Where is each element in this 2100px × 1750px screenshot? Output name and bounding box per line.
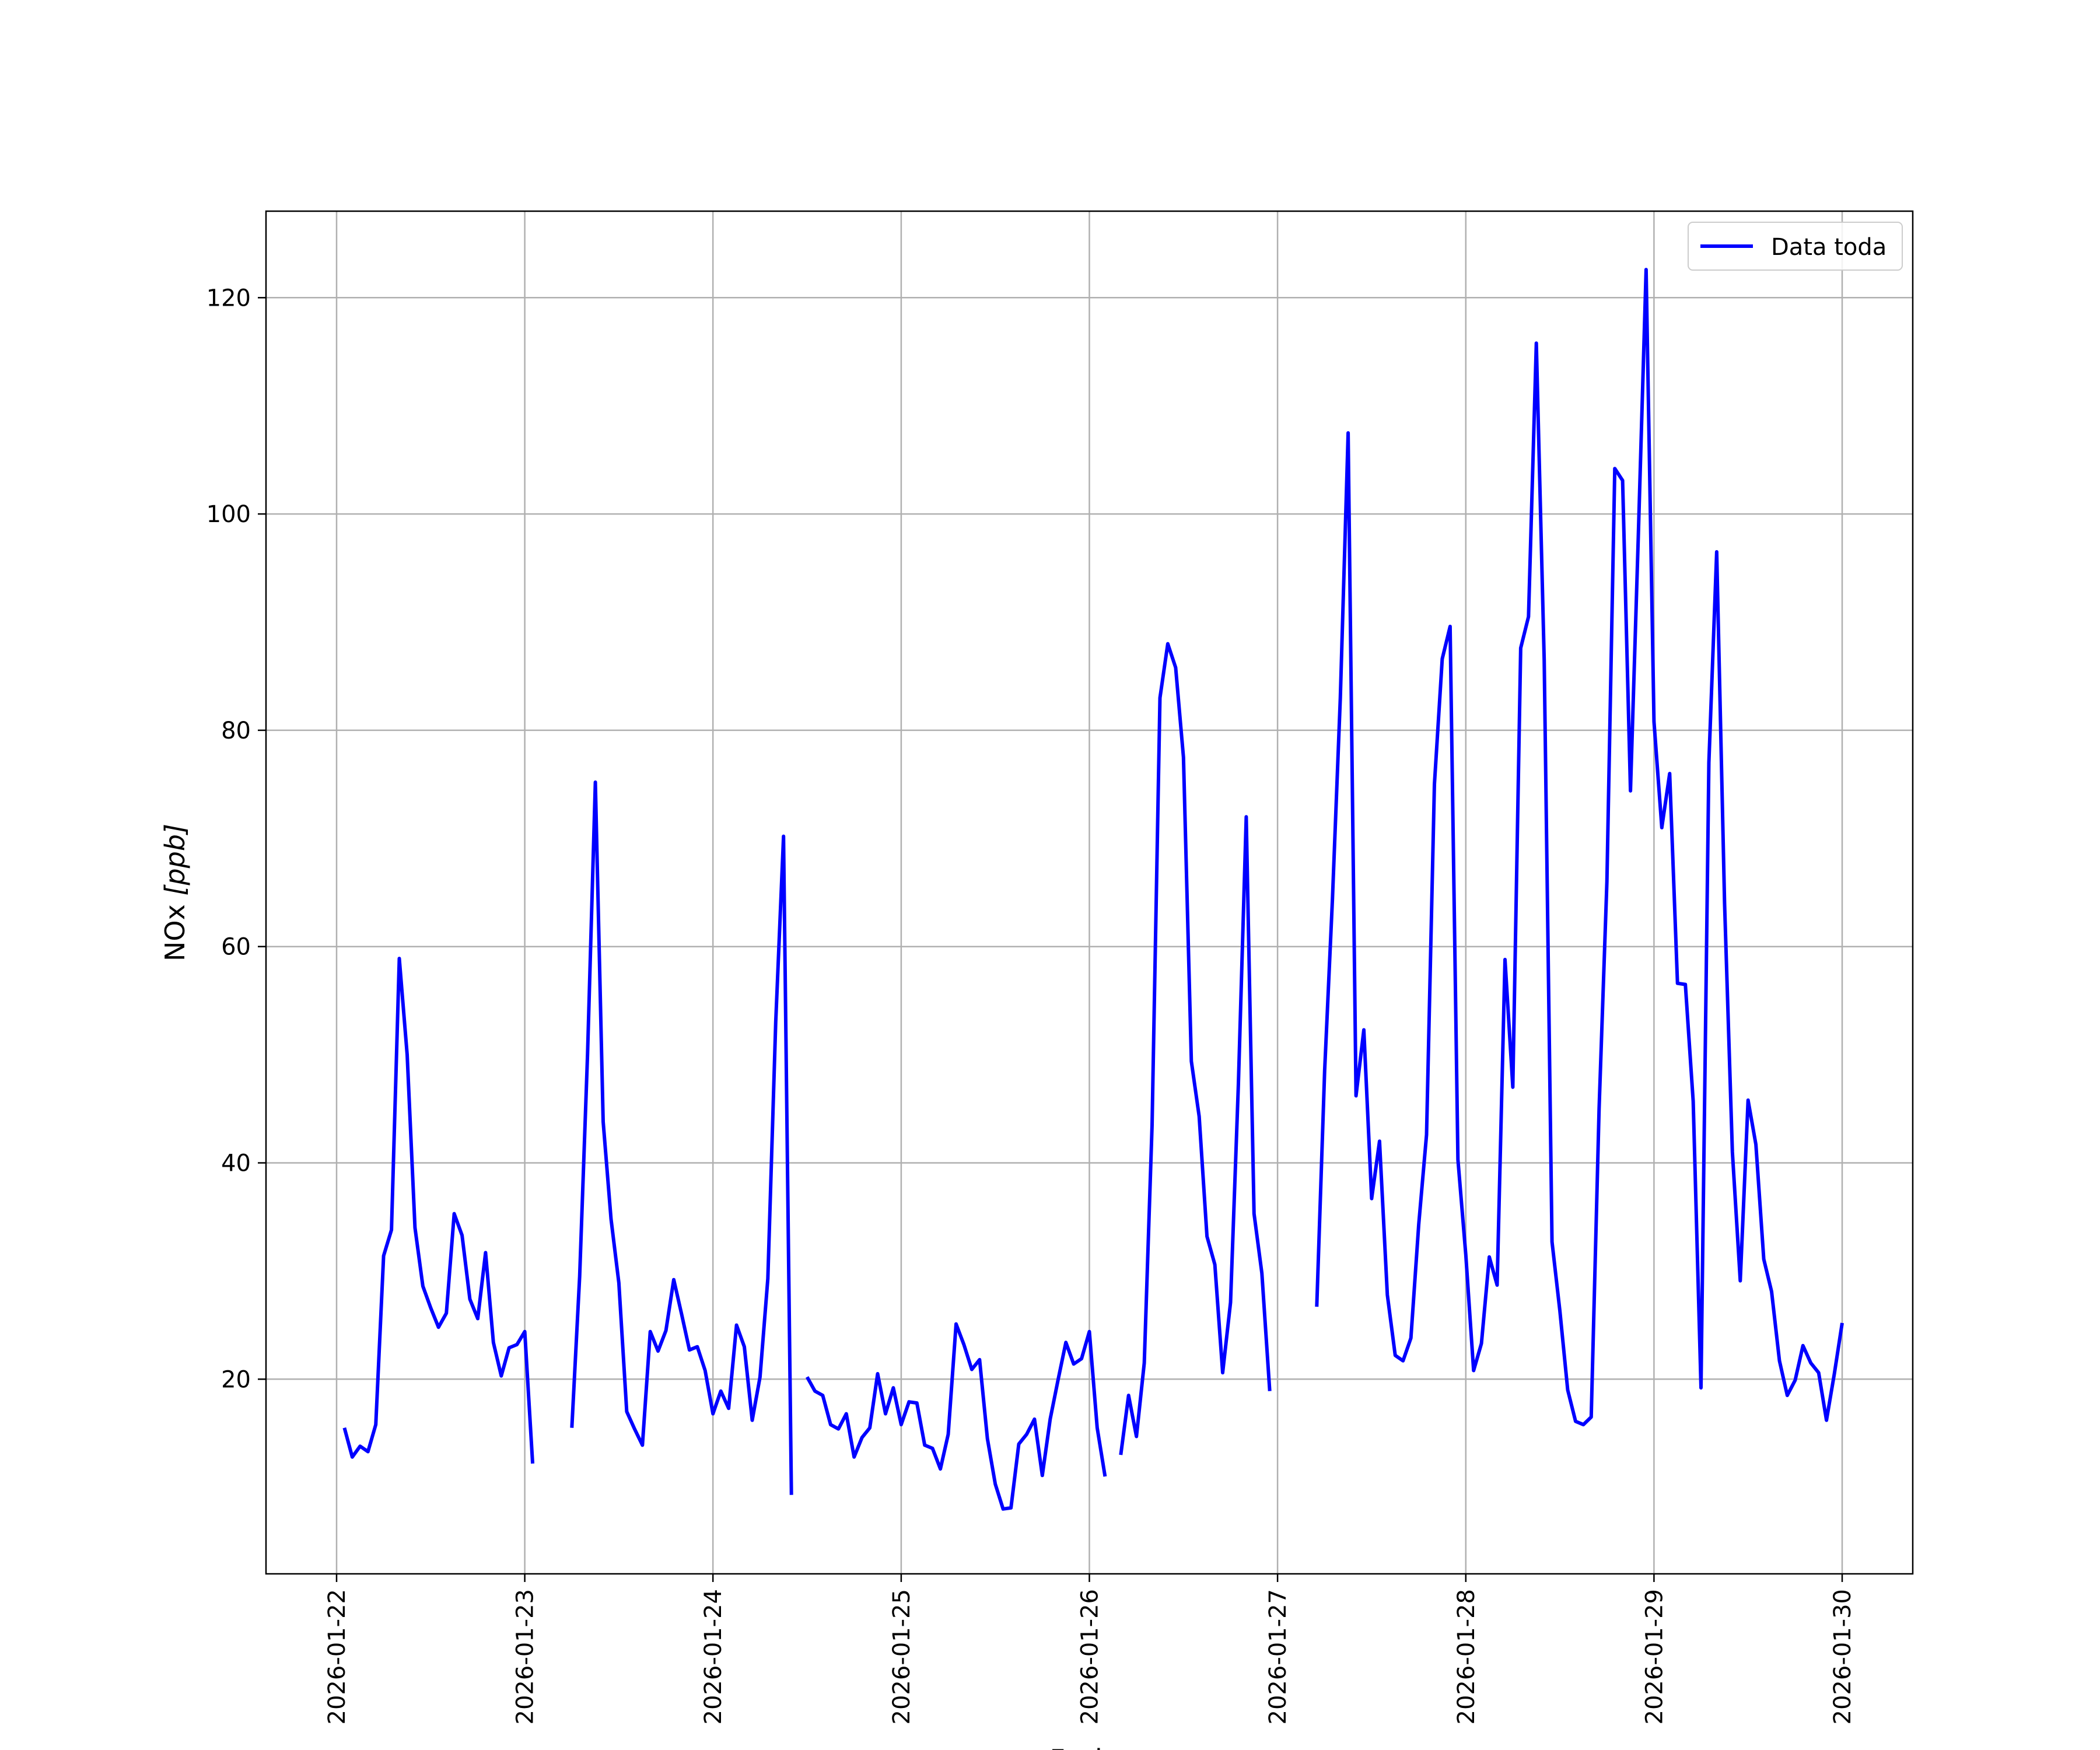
x-tick-label: 2026-01-23: [512, 1589, 539, 1724]
legend-label-data-toda: Data toda: [1771, 234, 1887, 261]
y-axis-label: NOx [ppb]: [159, 824, 191, 961]
series-line-segment: [805, 1322, 1107, 1511]
y-tick-label: 20: [221, 1366, 251, 1393]
y-axis-label-unit: [ppb]: [159, 824, 191, 896]
x-tick-label: 2026-01-25: [888, 1589, 915, 1724]
series-line-segment: [342, 957, 535, 1464]
x-tick-label: 2026-01-22: [324, 1589, 351, 1724]
y-tick-label: 120: [206, 285, 251, 312]
series-line-segment: [1119, 642, 1272, 1455]
x-tick-label: 2026-01-30: [1829, 1589, 1856, 1724]
legend-box: [1688, 222, 1903, 271]
x-tick-label: 2026-01-27: [1265, 1589, 1292, 1724]
x-tick-label: 2026-01-29: [1641, 1589, 1668, 1724]
series-line-segment: [1315, 268, 1844, 1427]
x-axis: 2026-01-22 2026-01-23 2026-01-24 2026-01-25…: [324, 1574, 1856, 1724]
y-tick-label: 40: [221, 1150, 251, 1177]
x-tick-label: 2026-01-28: [1453, 1589, 1480, 1724]
y-tick-label: 80: [221, 718, 251, 744]
series-line-segment: [570, 780, 793, 1495]
y-tick-label: 60: [221, 934, 251, 961]
x-axis-label: Fecha: [1050, 1744, 1129, 1750]
grid: [266, 211, 1913, 1574]
y-tick-label: 100: [206, 501, 251, 528]
legend: Data toda: [1688, 222, 1903, 271]
x-tick-label: 2026-01-24: [700, 1589, 727, 1724]
x-tick-label: 2026-01-26: [1077, 1589, 1104, 1724]
y-axis: 20 40 60 80 100 120: [206, 285, 266, 1393]
y-axis-label-main: NOx: [159, 896, 191, 961]
series-lines: [342, 268, 1844, 1511]
